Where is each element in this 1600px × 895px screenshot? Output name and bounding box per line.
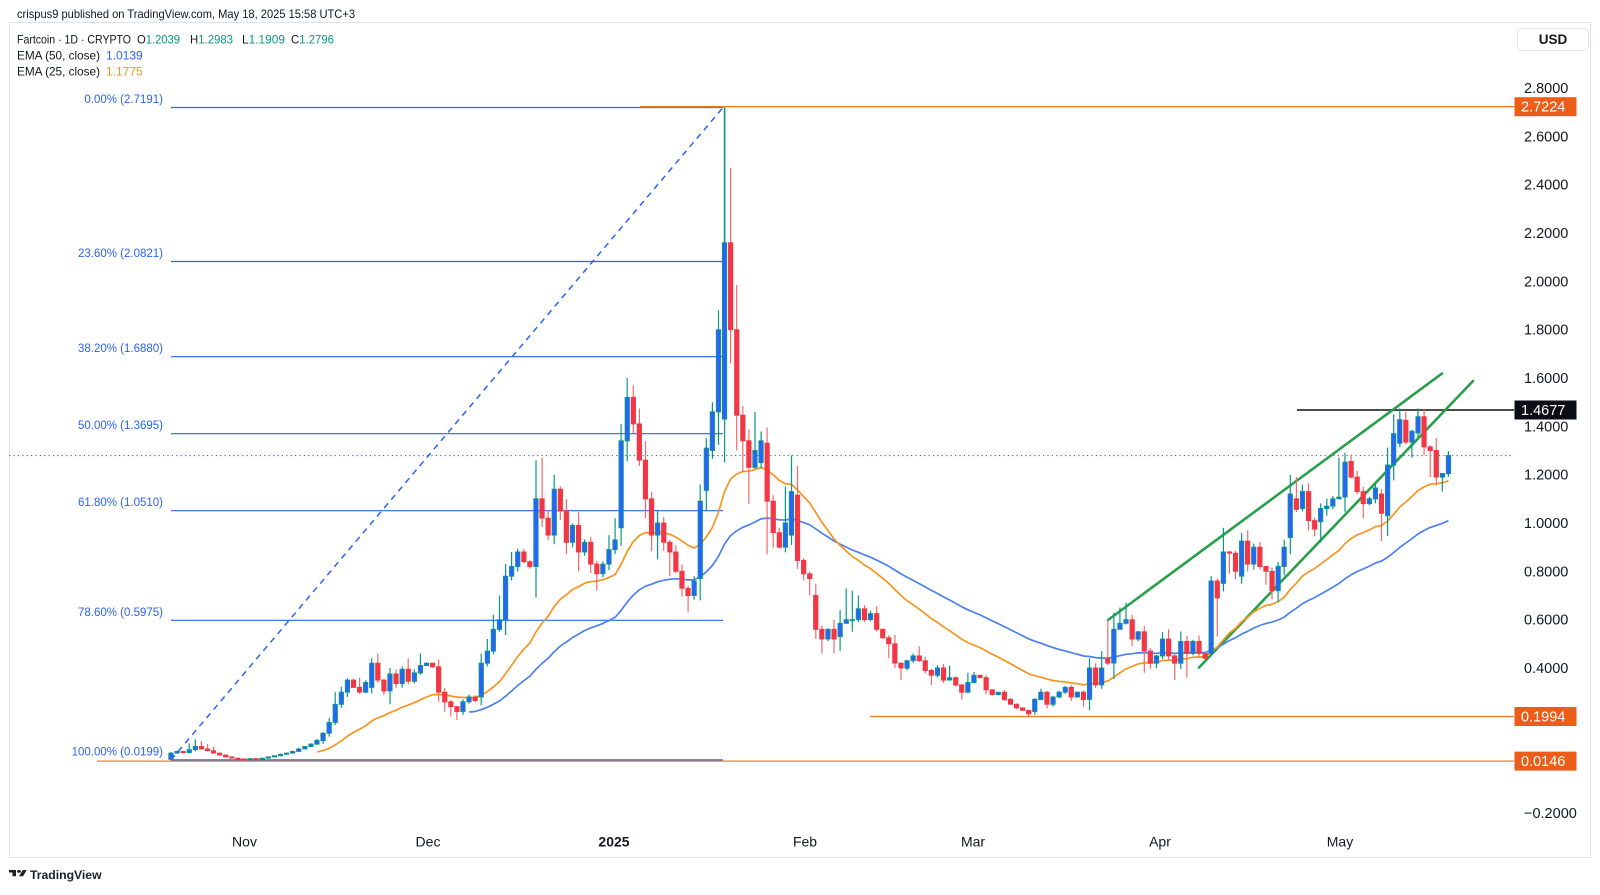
svg-text:2025: 2025	[598, 834, 629, 850]
svg-text:2.7224: 2.7224	[1521, 100, 1565, 116]
svg-text:0.00% (2.7191): 0.00% (2.7191)	[84, 94, 163, 106]
svg-text:O1.2039: O1.2039	[137, 33, 180, 47]
svg-text:1.0139: 1.0139	[106, 49, 143, 63]
svg-text:TradingView: TradingView	[30, 868, 102, 882]
svg-text:L1.1909: L1.1909	[242, 33, 285, 47]
svg-text:1.4000: 1.4000	[1524, 419, 1568, 435]
svg-text:May: May	[1327, 834, 1353, 850]
svg-text:2.6000: 2.6000	[1524, 129, 1568, 145]
svg-text:Nov: Nov	[232, 834, 257, 850]
svg-text:Mar: Mar	[961, 834, 985, 850]
svg-text:2.2000: 2.2000	[1524, 226, 1568, 242]
svg-text:H1.2983: H1.2983	[190, 33, 233, 47]
svg-text:−0.2000: −0.2000	[1524, 806, 1577, 822]
svg-text:0.4000: 0.4000	[1524, 661, 1568, 677]
svg-text:USD: USD	[1539, 32, 1568, 47]
svg-text:61.80% (1.0510): 61.80% (1.0510)	[78, 497, 163, 509]
svg-text:38.20% (1.6880): 38.20% (1.6880)	[78, 343, 163, 355]
svg-text:0.8000: 0.8000	[1524, 564, 1568, 580]
svg-text:0.6000: 0.6000	[1524, 613, 1568, 629]
svg-text:2.8000: 2.8000	[1524, 81, 1568, 97]
svg-text:Apr: Apr	[1149, 834, 1171, 850]
svg-text:2.4000: 2.4000	[1524, 178, 1568, 194]
svg-text:23.60% (2.0821): 23.60% (2.0821)	[78, 248, 163, 260]
svg-text:50.00% (1.3695): 50.00% (1.3695)	[78, 420, 163, 432]
svg-text:EMA (25, close): EMA (25, close)	[17, 65, 100, 79]
svg-text:0.0146: 0.0146	[1521, 754, 1565, 770]
svg-text:Feb: Feb	[793, 834, 817, 850]
svg-text:Fartcoin · 1D · CRYPTO: Fartcoin · 1D · CRYPTO	[17, 33, 131, 47]
svg-text:1.2000: 1.2000	[1524, 468, 1568, 484]
svg-text:1.6000: 1.6000	[1524, 371, 1568, 387]
svg-text:EMA (50, close): EMA (50, close)	[17, 49, 100, 63]
svg-text:Dec: Dec	[416, 834, 441, 850]
svg-text:1.4677: 1.4677	[1521, 403, 1565, 419]
svg-text:C1.2796: C1.2796	[291, 33, 334, 47]
svg-text:crispus9 published on TradingV: crispus9 published on TradingView.com, M…	[17, 7, 355, 21]
svg-text:2.0000: 2.0000	[1524, 274, 1568, 290]
svg-text:0.1994: 0.1994	[1521, 710, 1565, 726]
svg-text:1.0000: 1.0000	[1524, 516, 1568, 532]
svg-text:1.8000: 1.8000	[1524, 323, 1568, 339]
svg-text:1.1775: 1.1775	[106, 65, 143, 79]
svg-text:100.00% (0.0199): 100.00% (0.0199)	[72, 746, 164, 758]
svg-text:78.60% (0.5975): 78.60% (0.5975)	[78, 607, 163, 619]
